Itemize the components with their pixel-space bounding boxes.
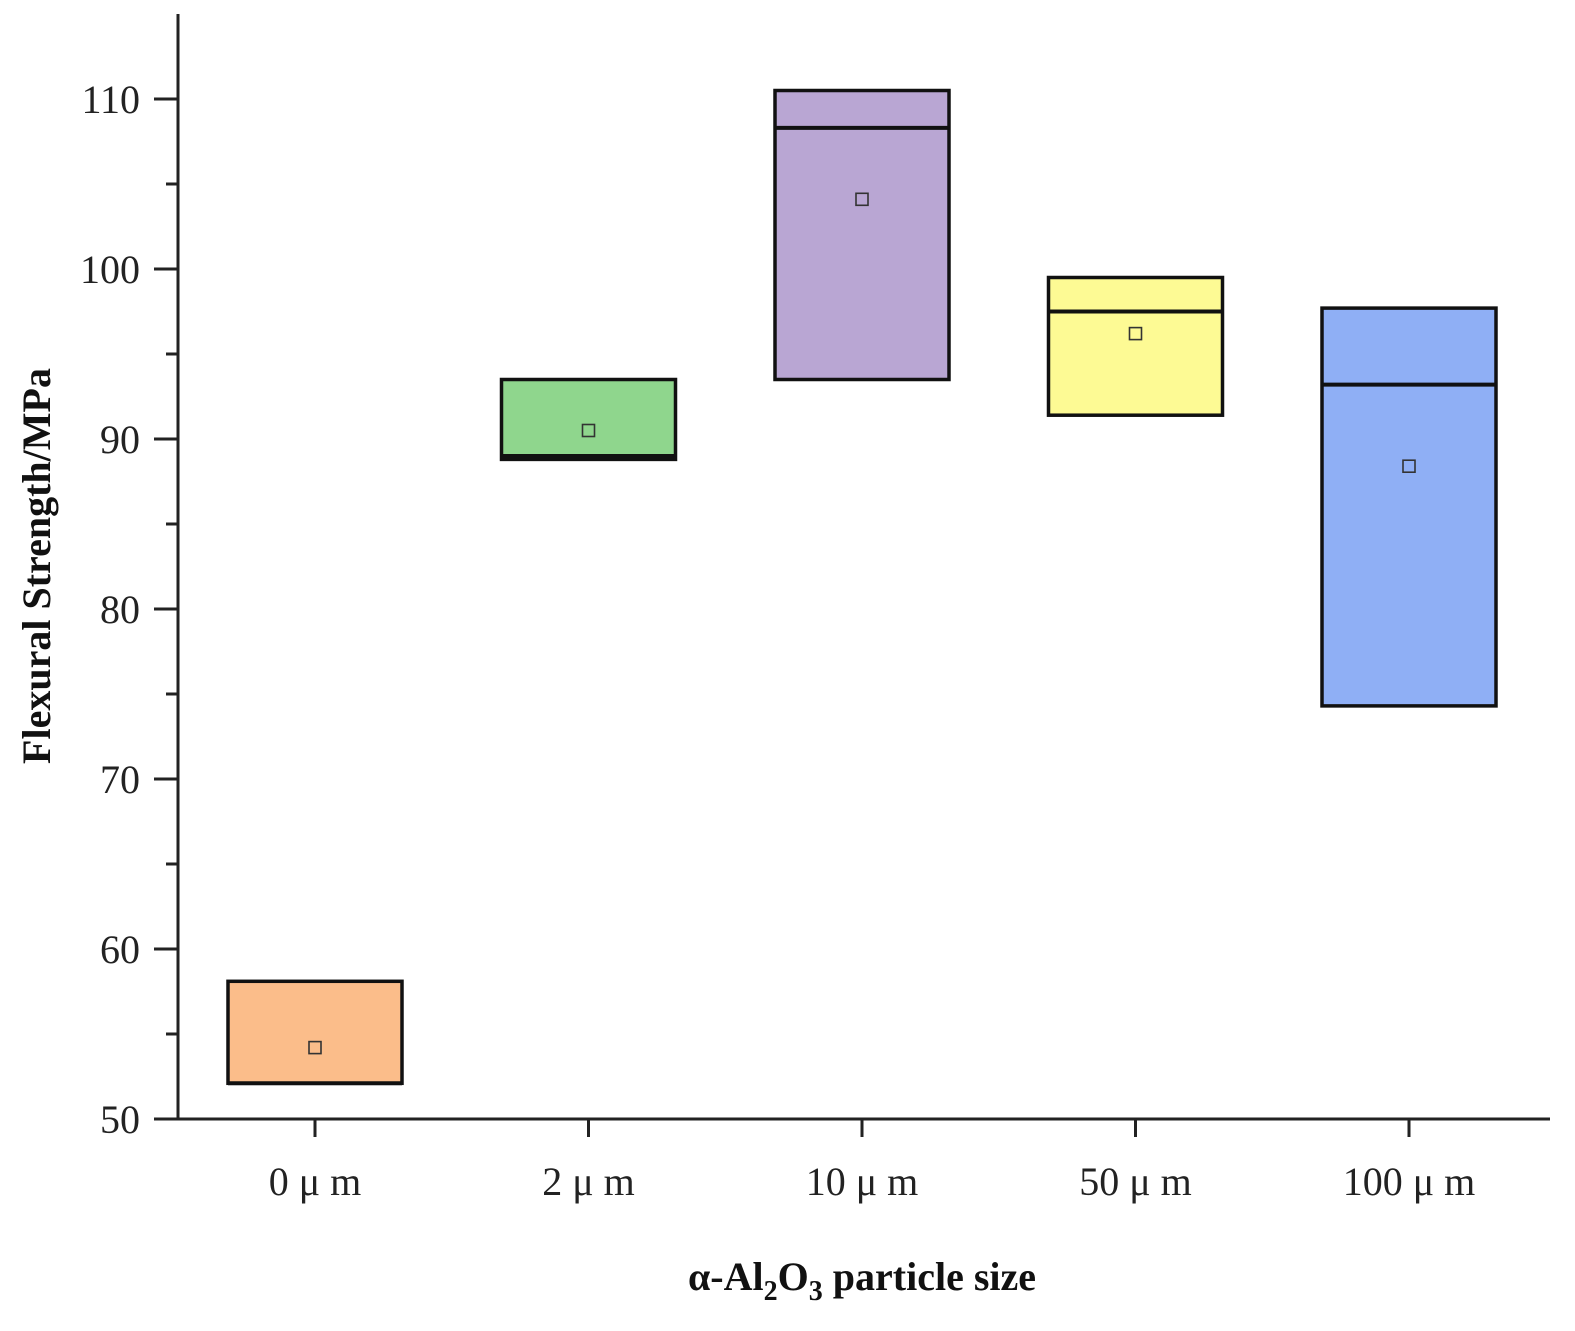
- y-tick-label: 70: [100, 757, 140, 802]
- box: [226, 979, 404, 1086]
- x-tick-label: 100 μ m: [1343, 1159, 1476, 1204]
- box: [499, 377, 678, 462]
- x-tick-label: 2 μ m: [542, 1159, 635, 1204]
- x-tick-label: 50 μ m: [1079, 1159, 1192, 1204]
- mean-marker: [1128, 326, 1143, 341]
- x-ticks: 0 μ m 2 μ m 10 μ m 50 μ m 100 μ m: [269, 1119, 1476, 1204]
- axes-layer: [176, 14, 1550, 1121]
- box: [1046, 275, 1225, 417]
- mean-marker: [855, 192, 869, 207]
- y-tick-label: 110: [81, 77, 140, 122]
- box: [1320, 306, 1498, 708]
- x-axis-title: α-Al2O3 particle size: [688, 1254, 1036, 1307]
- y-tick-label: 90: [100, 417, 140, 462]
- boxes-layer: [226, 88, 1498, 1086]
- box: [773, 88, 951, 382]
- mean-marker: [581, 423, 596, 438]
- y-tick-label: 60: [100, 927, 140, 972]
- y-tick-label: 80: [100, 587, 140, 632]
- y-axis-title: Flexural Strength/MPa: [14, 368, 59, 764]
- x-tick-label: 0 μ m: [269, 1159, 362, 1204]
- x-tick-label: 10 μ m: [806, 1159, 919, 1204]
- mean-marker: [308, 1040, 322, 1055]
- y-tick-label: 100: [80, 247, 140, 292]
- mean-marker: [1402, 459, 1416, 474]
- y-ticks: 50 60 70 80 90 100 110: [80, 77, 178, 1142]
- y-tick-label: 50: [100, 1097, 140, 1142]
